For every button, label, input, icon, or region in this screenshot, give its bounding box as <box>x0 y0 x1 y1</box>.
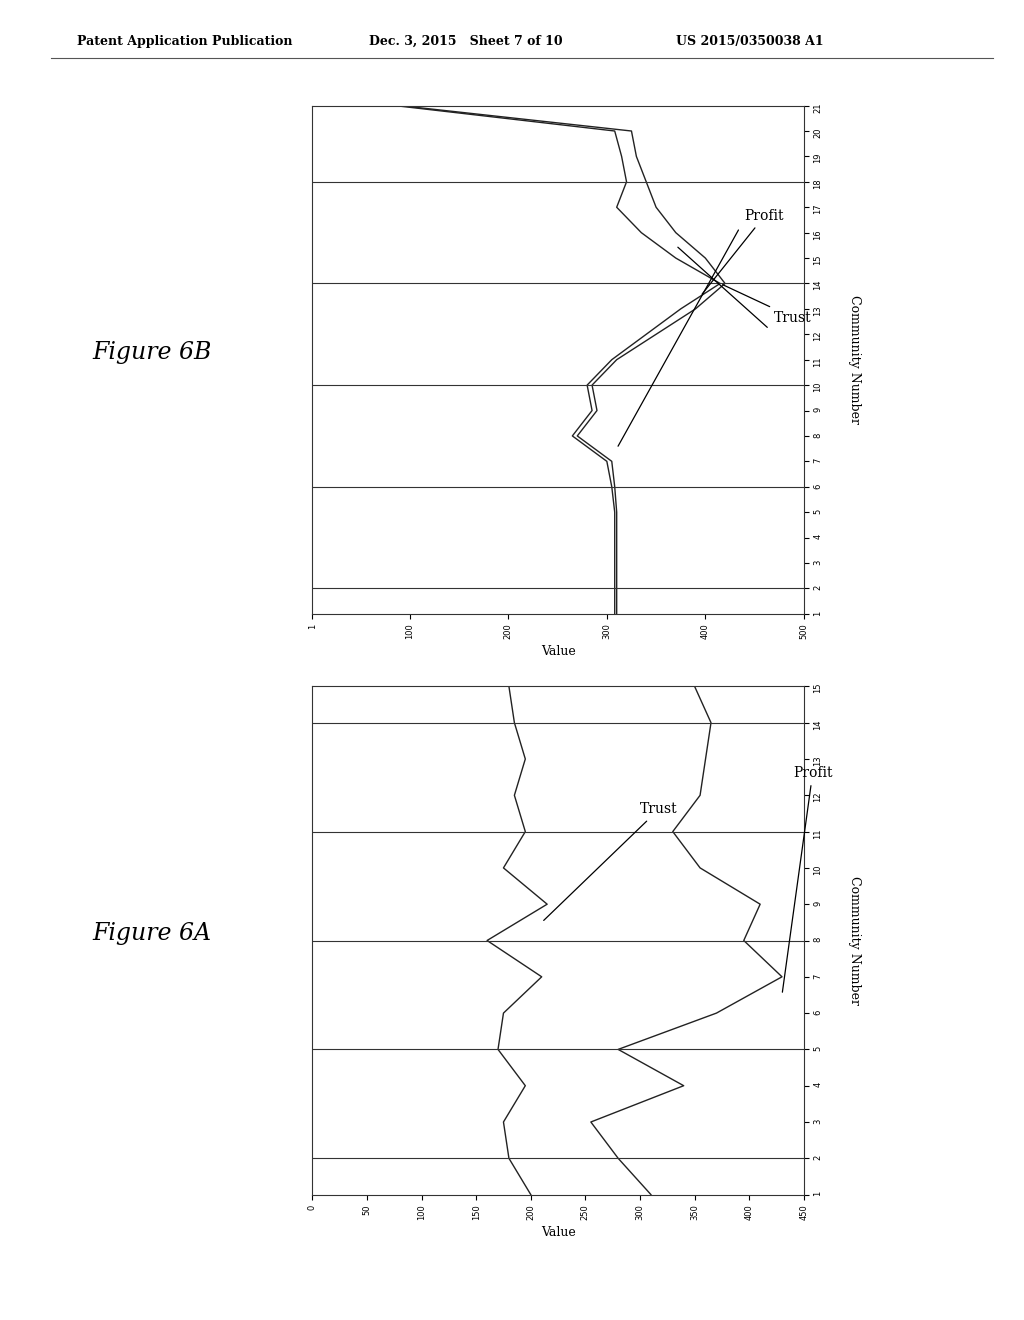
Text: Trust: Trust <box>544 803 678 920</box>
Text: Patent Application Publication: Patent Application Publication <box>77 34 292 48</box>
Text: Figure 6A: Figure 6A <box>92 921 211 945</box>
Text: US 2015/0350038 A1: US 2015/0350038 A1 <box>676 34 823 48</box>
X-axis label: Value: Value <box>541 1226 575 1238</box>
Y-axis label: Community Number: Community Number <box>849 876 861 1005</box>
Y-axis label: Community Number: Community Number <box>849 296 861 424</box>
Text: Figure 6B: Figure 6B <box>92 341 212 364</box>
Text: Dec. 3, 2015   Sheet 7 of 10: Dec. 3, 2015 Sheet 7 of 10 <box>369 34 562 48</box>
Text: Profit: Profit <box>782 766 833 993</box>
X-axis label: Value: Value <box>541 645 575 657</box>
Text: Trust: Trust <box>723 285 812 325</box>
Text: Profit: Profit <box>702 209 784 294</box>
